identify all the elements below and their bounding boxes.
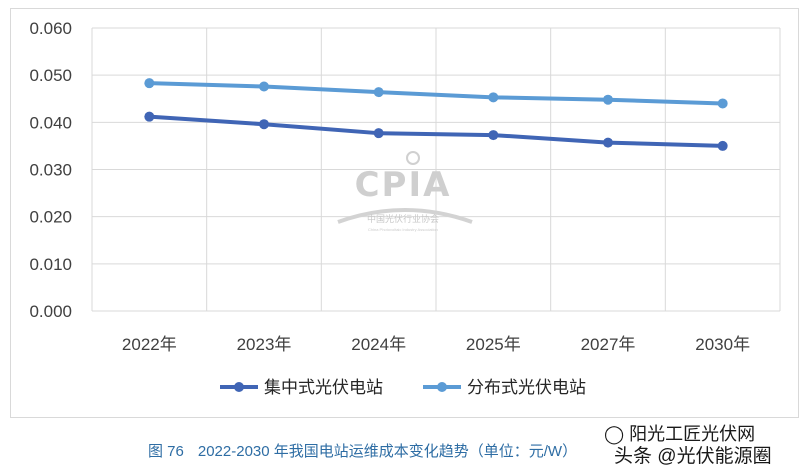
y-tick-label: 0.030	[29, 161, 72, 180]
series-line-1	[149, 81, 723, 106]
x-tick-label: 2030年	[695, 335, 750, 354]
data-point	[144, 78, 155, 89]
data-point	[373, 87, 384, 98]
y-tick-label: 0.020	[29, 208, 72, 227]
x-tick-label: 2023年	[237, 335, 292, 354]
data-point	[488, 92, 499, 103]
data-point	[603, 137, 613, 148]
watermark-arc	[337, 208, 473, 224]
data-point	[373, 128, 384, 139]
figure-number: 图 76	[148, 443, 184, 460]
data-point	[717, 98, 728, 109]
axis-layer: 0.000 0.010 0.020 0.030 0.040 0.050 0.060 2022年…	[29, 19, 750, 354]
legend-label: 分布式光伏电站	[467, 378, 586, 397]
data-point	[717, 140, 728, 151]
watermark-org-en: China Photovoltaic Industry Association	[368, 227, 438, 232]
y-tick-label: 0.060	[29, 19, 72, 38]
legend-label: 集中式光伏电站	[264, 378, 383, 397]
watermark-sun-icon	[406, 151, 420, 165]
legend-swatch-marker	[437, 382, 447, 392]
data-point	[259, 81, 269, 92]
chart-frame	[10, 8, 799, 418]
wechat-icon: ◯	[604, 424, 625, 444]
y-tick-label: 0.010	[29, 255, 72, 274]
data-point	[259, 119, 269, 130]
watermark-org-cn: 中国光伏行业协会	[367, 213, 439, 224]
figure-caption: 图 76 2022-2030 年我国电站运维成本变化趋势（单位：元/W）	[148, 440, 591, 461]
data-point	[144, 111, 155, 122]
toutiao-watermark: 头条 @光伏能源圈	[614, 441, 772, 468]
legend-swatch-marker	[234, 382, 244, 392]
wechat-watermark: ◯ 阳光工匠光伏网	[604, 420, 755, 446]
x-tick-label: 2025年	[466, 335, 521, 354]
x-tick-label: 2027年	[581, 335, 636, 354]
watermark-logo-text: CPIA	[355, 165, 452, 205]
series-line-0	[149, 114, 723, 148]
wechat-account-name: 阳光工匠光伏网	[629, 424, 756, 444]
y-tick-label: 0.040	[29, 113, 72, 132]
cpia-watermark: CPIA 中国光伏行业协会 China Photovoltaic Industr…	[337, 151, 473, 232]
legend: 集中式光伏电站 分布式光伏电站	[220, 378, 586, 397]
y-tick-label: 0.050	[29, 66, 72, 85]
y-tick-label: 0.000	[29, 302, 72, 321]
figure-title: 2022-2030 年我国电站运维成本变化趋势（单位：元/W）	[197, 443, 578, 460]
x-tick-label: 2022年	[122, 335, 177, 354]
x-tick-label: 2024年	[351, 335, 406, 354]
series-layer	[144, 78, 728, 151]
toutiao-account-name: 头条 @光伏能源圈	[614, 446, 772, 467]
data-point	[603, 94, 613, 105]
data-point	[488, 130, 499, 141]
